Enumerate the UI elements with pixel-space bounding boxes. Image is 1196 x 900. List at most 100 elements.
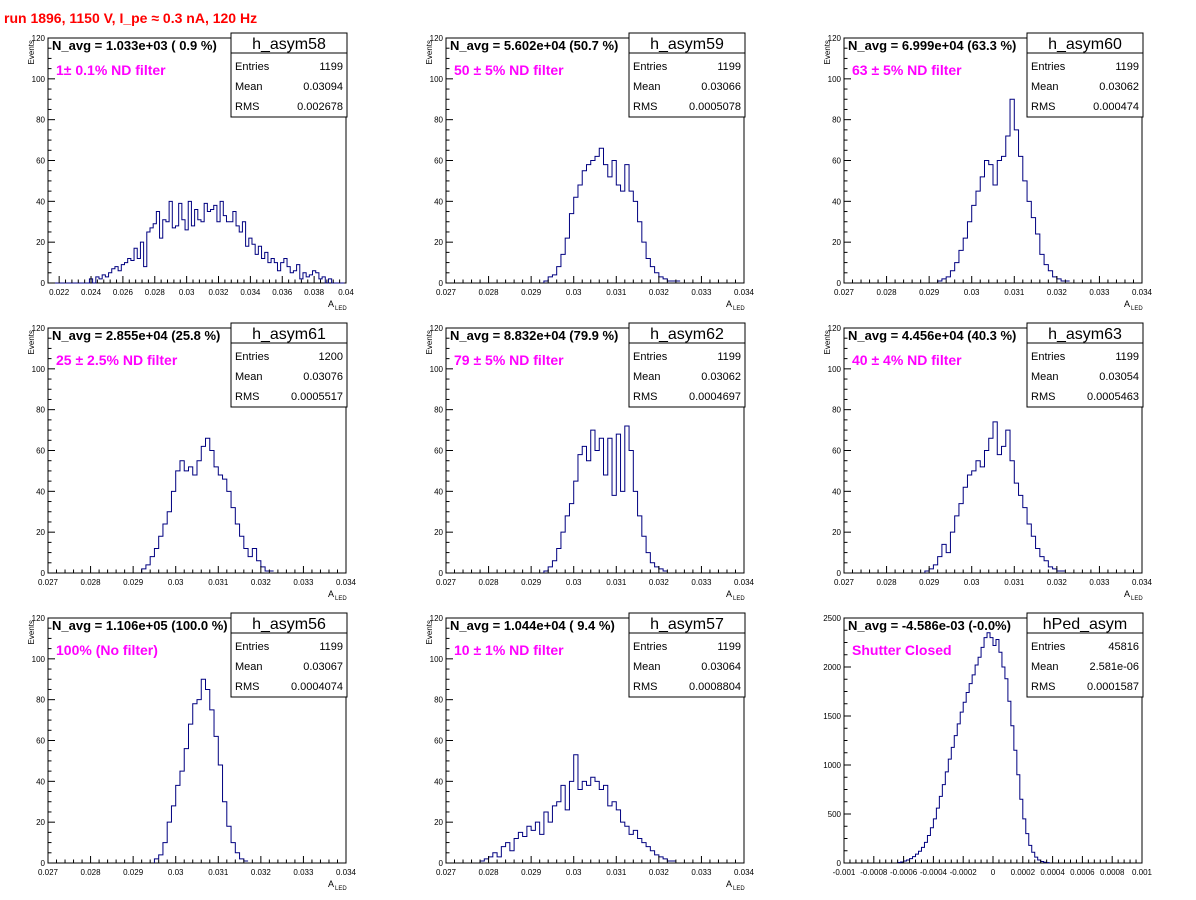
y-tick-label: 2500 [823,614,841,623]
y-tick-label: 20 [832,238,841,247]
y-axis-label: Events [27,330,36,354]
y-tick-label: 20 [434,818,443,827]
x-axis-label: A [328,299,334,309]
histogram-name: h_asym57 [650,616,724,633]
y-tick-label: 60 [832,157,841,166]
x-tick-label: 0.022 [49,288,70,297]
y-tick-label: 60 [434,447,443,456]
stats-value-entries: 1200 [319,351,343,363]
stats-label-entries: Entries [235,351,270,363]
y-tick-label: 60 [36,737,45,746]
y-tick-label: 0 [439,859,444,868]
stats-label-entries: Entries [1031,61,1066,73]
y-tick-label: 120 [32,614,46,623]
x-tick-label: -0.0008 [860,868,888,877]
y-tick-label: 40 [36,197,45,206]
histogram-series [141,437,274,573]
stats-label-entries: Entries [633,641,668,653]
x-tick-label: 0.027 [834,288,855,297]
navg-label: N_avg = 5.602e+04 (50.7 %) [450,38,618,53]
x-tick-label: 0.027 [436,868,457,877]
y-tick-label: 40 [36,777,45,786]
stats-box [628,32,746,118]
y-tick-label: 100 [430,75,444,84]
y-tick-label: 60 [36,447,45,456]
y-tick-label: 80 [434,406,443,415]
x-tick-label: 0.029 [919,578,940,587]
y-tick-label: 80 [36,406,45,415]
x-tick-label: 0.027 [38,868,59,877]
x-tick-label: 0.033 [293,578,314,587]
x-axis-label-subscript: LED [335,306,347,312]
x-tick-label: 0.031 [1004,578,1025,587]
stats-label-entries: Entries [633,61,668,73]
y-tick-label: 40 [434,197,443,206]
x-axis-label-subscript: LED [335,596,347,602]
stats-value-entries: 1199 [1115,61,1139,73]
filter-annotation: 25 ± 2.5% ND filter [56,352,178,368]
y-tick-label: 100 [828,365,842,374]
histogram-svg-h_asym63: 0.027 0.028 0.029 0.03 0.031 0.032 0.033 0.034 0… [823,322,1153,602]
stats-box [230,322,348,408]
filter-annotation: 1± 0.1% ND filter [56,62,166,78]
x-tick-label: 0.028 [877,288,898,297]
y-tick-label: 0 [837,569,842,578]
x-tick-label: 0.034 [336,578,357,587]
x-tick-label: 0.028 [81,578,102,587]
x-tick-label: 0.0006 [1070,868,1095,877]
histogram-name: h_asym61 [252,326,326,343]
y-axis-label: Events [425,330,434,354]
y-tick-label: 60 [434,157,443,166]
stats-value-entries: 1199 [717,641,741,653]
x-tick-label: 0.032 [251,868,272,877]
y-axis-label: Events [425,620,434,644]
y-tick-label: 1500 [823,712,841,721]
x-axis-label-subscript: LED [1131,596,1143,602]
x-tick-label: 0 [991,868,996,877]
x-axis-label: A [726,299,732,309]
x-axis-label: A [726,589,732,599]
stats-value-mean: 0.03062 [1099,81,1139,93]
y-tick-label: 20 [434,238,443,247]
x-tick-label: 0.033 [691,578,712,587]
y-tick-label: 0 [837,859,842,868]
stats-value-mean: 0.03064 [701,661,741,673]
stats-value-entries: 1199 [1115,351,1139,363]
x-tick-label: 0.034 [1132,288,1153,297]
stats-label-rms: RMS [235,391,259,403]
y-tick-label: 100 [430,365,444,374]
y-tick-label: 80 [434,116,443,125]
stats-label-rms: RMS [235,101,259,113]
x-tick-label: 0.032 [1047,288,1068,297]
stats-label-mean: Mean [1031,81,1059,93]
stats-box [1026,612,1144,698]
x-axis-label: A [328,589,334,599]
stats-label-mean: Mean [235,371,263,383]
y-tick-label: 1000 [823,761,841,770]
stats-label-rms: RMS [1031,681,1055,693]
stats-value-rms: 0.0008804 [689,681,741,693]
x-tick-label: 0.031 [606,578,627,587]
x-tick-label: 0.0008 [1100,868,1125,877]
navg-label: N_avg = 1.044e+04 ( 9.4 %) [450,618,615,633]
histogram-series [153,678,249,863]
histogram-panel-h_asym58: 0.022 0.024 0.026 0.028 0.03 0.032 0.034 0.036 0… [0,30,398,320]
histogram-series [924,421,1066,573]
filter-annotation: 50 ± 5% ND filter [454,62,564,78]
x-tick-label: 0.031 [1004,288,1025,297]
y-tick-label: 500 [828,810,842,819]
stats-label-rms: RMS [1031,391,1055,403]
x-axis-label-subscript: LED [1131,306,1143,312]
y-tick-label: 0 [41,569,46,578]
y-tick-label: 2000 [823,663,841,672]
y-tick-label: 100 [32,365,46,374]
y-tick-label: 60 [832,447,841,456]
x-tick-label: 0.028 [479,868,500,877]
x-tick-label: -0.0006 [890,868,918,877]
x-tick-label: 0.001 [1132,868,1153,877]
histogram-panel-h_asym62: 0.027 0.028 0.029 0.03 0.031 0.032 0.033 0.034 0… [398,320,796,610]
stats-value-mean: 0.03067 [303,661,343,673]
stats-label-rms: RMS [633,681,657,693]
x-tick-label: 0.029 [919,288,940,297]
histogram-series [48,200,345,284]
